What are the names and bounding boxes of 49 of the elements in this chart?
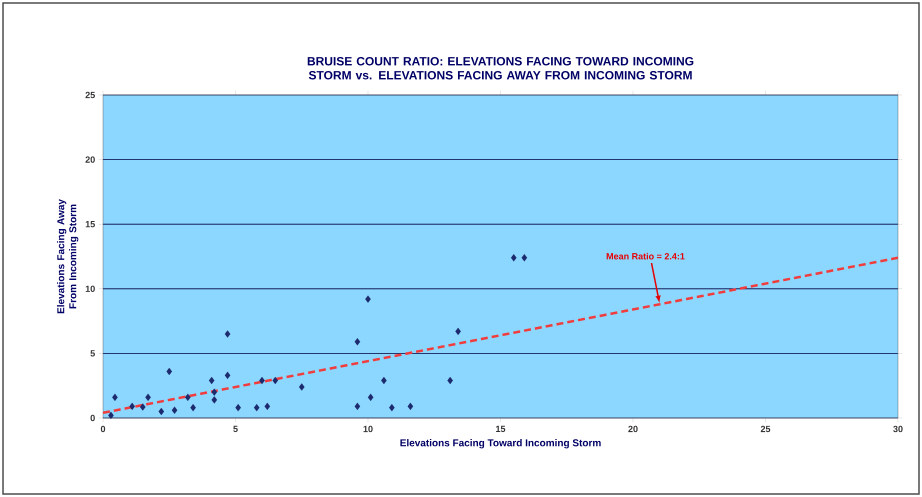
point (224, 372, 230, 380)
point (211, 396, 218, 404)
annotation: Mean Ratio = 2.4:1 (606, 252, 685, 260)
point (298, 383, 305, 391)
point (112, 394, 118, 402)
y-tick-label: 10 (86, 286, 95, 292)
y-tick-label: 5 (90, 350, 95, 357)
x-tick-label: 10 (364, 426, 373, 432)
point (129, 402, 135, 410)
point (354, 402, 360, 410)
point (108, 412, 114, 420)
point (272, 376, 278, 384)
y-tick-label: 20 (86, 156, 95, 163)
point (264, 402, 270, 410)
y-tick-label: 15 (86, 221, 95, 228)
point (172, 406, 178, 414)
x-tick-label: 0 (100, 426, 106, 432)
x-tick-label: 5 (233, 426, 238, 432)
point (389, 404, 395, 412)
y-axis-title: Elevations Facing Away From Incoming Storm (56, 199, 78, 314)
point (211, 388, 218, 396)
x-tick-label: 20 (628, 426, 638, 432)
point (510, 254, 517, 262)
y-tick-label: 0 (90, 414, 95, 422)
point (259, 376, 265, 384)
point (522, 254, 528, 262)
x-tick-label: 25 (760, 426, 770, 432)
point (447, 376, 453, 384)
point (190, 404, 196, 412)
point (140, 403, 146, 411)
point (166, 368, 172, 376)
point (365, 295, 371, 303)
point (381, 376, 387, 384)
point (368, 394, 374, 402)
point (224, 330, 230, 338)
point (145, 394, 151, 402)
point (455, 328, 461, 336)
x-tick-label: 30 (893, 426, 903, 432)
x-tick-label: 15 (496, 426, 506, 432)
point (254, 404, 260, 412)
point (184, 394, 191, 402)
chart-title: BRUISE COUNT RATIO: ELEVATIONS FACING TOWARD INCOMING STORM vs. ELEVATIONS FACING AWAY FROM INCOMING STORM (308, 56, 694, 80)
point (408, 402, 414, 410)
point (354, 338, 360, 346)
point (158, 408, 164, 416)
point (235, 404, 241, 412)
x-axis-title: Elevations Facing Toward Incoming Storm (400, 439, 601, 448)
point (208, 376, 214, 384)
y-tick-label: 25 (86, 92, 95, 98)
